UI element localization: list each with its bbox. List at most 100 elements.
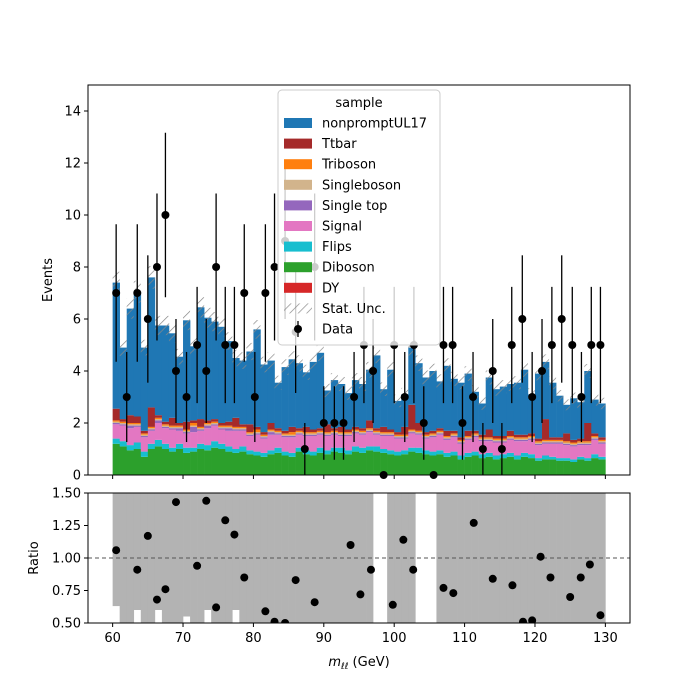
bar-diboson — [506, 456, 515, 475]
ratio-point — [488, 574, 497, 583]
bar-nonpromptul17 — [598, 403, 606, 438]
bar-flips — [464, 452, 472, 457]
bar-nonpromptul17 — [485, 377, 494, 430]
bar-single-top — [373, 433, 381, 435]
bar-flips — [204, 445, 212, 451]
bar-flips — [471, 451, 479, 456]
bar-ttbar — [549, 437, 557, 440]
bar-ttbar — [140, 430, 149, 434]
bar-ttbar — [211, 419, 219, 422]
bar-diboson — [112, 443, 120, 475]
bar-signal — [598, 443, 606, 457]
bar-singleboson — [591, 437, 599, 439]
bar-single-top — [260, 437, 268, 439]
bar-flips — [288, 452, 296, 457]
data-point — [507, 341, 516, 349]
bar-flips — [133, 442, 142, 449]
bar-diboson — [316, 452, 325, 475]
bar-diboson — [154, 446, 163, 475]
data-point — [596, 341, 605, 349]
bar-single-top — [534, 443, 543, 446]
bar-diboson — [344, 454, 353, 475]
bar-singleboson — [513, 438, 522, 440]
bar-diboson — [415, 452, 423, 475]
bar-singleboson — [147, 428, 156, 430]
stat-unc-bin — [302, 364, 310, 380]
ratio-unc-bin — [133, 493, 142, 610]
bar-nonpromptul17 — [351, 380, 360, 427]
bar-singleboson — [239, 428, 247, 430]
bar-ttbar — [344, 429, 353, 433]
bar-triboson — [485, 437, 494, 439]
bar-singleboson — [450, 434, 458, 436]
bar-diboson — [204, 450, 212, 475]
bar-signal — [380, 436, 388, 449]
bar-signal — [492, 442, 501, 456]
bar-flips — [436, 450, 444, 455]
bar-nonpromptul17 — [267, 360, 275, 423]
bar-singleboson — [337, 433, 346, 435]
bar-ttbar — [513, 434, 522, 438]
legend-swatch-hatch — [284, 303, 312, 314]
bar-flips — [225, 446, 233, 452]
bar-diboson — [584, 460, 592, 475]
bar-triboson — [190, 423, 198, 426]
stat-unc-bin — [147, 265, 155, 289]
bar-flips — [542, 455, 550, 460]
data-point — [369, 367, 378, 375]
bar-triboson — [246, 432, 254, 434]
bar-nonpromptul17 — [323, 390, 332, 425]
legend-swatch — [284, 241, 312, 252]
bar-singleboson — [288, 434, 296, 436]
bar-flips — [394, 451, 402, 456]
legend-swatch — [284, 159, 312, 170]
bar-triboson — [429, 433, 437, 435]
bar-single-top — [570, 445, 578, 447]
bar-signal — [112, 424, 120, 439]
bar-nonpromptul17 — [211, 321, 219, 420]
bar-flips — [295, 447, 303, 452]
stat-unc-bin — [197, 297, 205, 318]
bar-singleboson — [204, 424, 212, 426]
bar-single-top — [366, 430, 374, 433]
bar-single-top — [506, 438, 515, 440]
bar-signal — [549, 443, 557, 457]
bar-diboson — [267, 454, 275, 475]
bar-single-top — [584, 443, 592, 446]
bar-ttbar — [281, 430, 289, 434]
bar-diboson — [218, 449, 226, 475]
bar-flips — [211, 441, 219, 448]
bar-nonpromptul17 — [408, 347, 416, 405]
legend-label: nonpromptUL17 — [322, 117, 427, 132]
bar-flips — [408, 447, 416, 452]
bar-signal — [337, 436, 346, 448]
stat-unc-bin — [387, 362, 395, 378]
bar-flips — [556, 458, 564, 461]
data-point — [568, 341, 577, 349]
bar-signal — [436, 434, 444, 451]
stat-unc-bin — [471, 385, 479, 399]
bar-triboson — [232, 426, 240, 429]
bar-singleboson — [570, 443, 578, 446]
bar-diboson — [563, 460, 571, 475]
bar-signal — [577, 445, 585, 457]
bar-flips — [387, 450, 395, 455]
bar-flips — [246, 450, 254, 455]
legend-swatch — [284, 179, 312, 190]
bar-diboson — [351, 451, 360, 475]
bar-signal — [506, 439, 515, 453]
y-tick-label: 14 — [64, 105, 81, 120]
legend-title: sample — [335, 96, 382, 111]
stat-unc-bin — [478, 397, 486, 410]
bar-diboson — [373, 451, 381, 475]
bar-signal — [175, 430, 184, 444]
bar-diboson — [246, 454, 254, 475]
bar-signal — [316, 434, 325, 448]
ratio-point — [310, 598, 319, 607]
bar-triboson — [239, 426, 247, 429]
bar-nonpromptul17 — [288, 359, 296, 427]
bar-singleboson — [499, 439, 508, 442]
ratio-point — [112, 546, 121, 555]
bar-nonpromptul17 — [506, 384, 515, 431]
bar-triboson — [147, 426, 156, 429]
